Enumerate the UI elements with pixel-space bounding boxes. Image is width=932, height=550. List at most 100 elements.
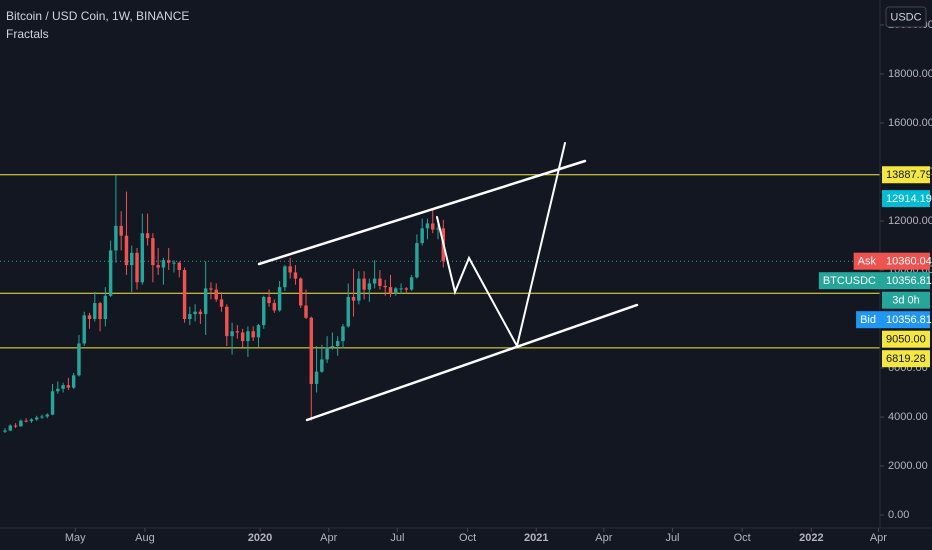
candle-body bbox=[219, 299, 224, 307]
candle-body bbox=[140, 233, 145, 283]
candle-body bbox=[288, 266, 292, 273]
candle-body bbox=[87, 315, 92, 320]
price-tag bbox=[882, 350, 930, 368]
candle-body bbox=[93, 303, 97, 320]
price-tags: 13887.79 12914.19 10360.04 Ask 10356.81 BTCUS… bbox=[818, 166, 932, 368]
currency-label: USDC bbox=[890, 11, 921, 23]
price-tag-label: 12914.19 bbox=[886, 193, 932, 205]
candle-body bbox=[24, 420, 28, 422]
candle-body bbox=[267, 296, 271, 304]
price-tag bbox=[882, 330, 930, 348]
plot-area bbox=[0, 174, 880, 433]
candle-body bbox=[225, 306, 229, 337]
price-tag-label: 10360.04 bbox=[886, 256, 932, 268]
x-tick-label: Apr bbox=[870, 532, 887, 544]
candle-body bbox=[3, 430, 7, 432]
x-tick-label: Oct bbox=[459, 532, 476, 544]
candle-body bbox=[283, 266, 287, 288]
x-tick-label: 2020 bbox=[248, 532, 272, 544]
candle-body bbox=[362, 278, 366, 290]
currency-badge[interactable] bbox=[885, 6, 927, 28]
y-tick-label: 4000.00 bbox=[888, 411, 928, 423]
candle-body bbox=[425, 223, 430, 229]
x-tick-label: Aug bbox=[135, 532, 155, 544]
candle-body bbox=[404, 288, 409, 290]
candle-body bbox=[320, 359, 324, 372]
candle-body bbox=[135, 252, 139, 283]
candle-body bbox=[130, 252, 134, 266]
candle-body bbox=[156, 265, 160, 268]
candle-body bbox=[409, 277, 414, 290]
candle-body bbox=[71, 375, 76, 388]
candle-body bbox=[383, 285, 387, 288]
candle-body bbox=[431, 223, 435, 230]
x-tick-label: Jul bbox=[390, 532, 404, 544]
candle-body bbox=[209, 288, 213, 290]
candle-body bbox=[50, 391, 55, 415]
candle-body bbox=[119, 225, 123, 236]
candle-body bbox=[124, 235, 129, 266]
candle-body bbox=[145, 233, 150, 239]
candle-body bbox=[436, 228, 440, 230]
candle-body bbox=[161, 260, 166, 268]
candle-body bbox=[330, 345, 335, 348]
candle-body bbox=[299, 278, 303, 306]
x-tick-label: May bbox=[65, 532, 86, 544]
candle-body bbox=[314, 371, 319, 384]
indicator-name: Fractals bbox=[6, 27, 49, 41]
candle-body bbox=[415, 243, 419, 278]
candle-body bbox=[34, 417, 39, 420]
candle-body bbox=[13, 425, 18, 427]
candle-body bbox=[198, 311, 203, 315]
x-tick-label: Apr bbox=[320, 532, 337, 544]
candle-body bbox=[309, 317, 314, 384]
price-tag-name: Ask bbox=[858, 256, 877, 268]
price-tag-name-bg bbox=[853, 252, 882, 270]
candle-body bbox=[108, 250, 113, 296]
candle-body bbox=[8, 425, 13, 431]
projection-path bbox=[436, 142, 566, 349]
candle-body bbox=[293, 272, 298, 279]
upper-trendline bbox=[257, 159, 587, 266]
candle-body bbox=[98, 303, 102, 320]
y-tick-label: 0.00 bbox=[888, 509, 909, 521]
candle-body bbox=[230, 331, 234, 337]
price-tag-name-bg bbox=[818, 272, 882, 290]
candle-body bbox=[103, 295, 108, 320]
candle-body bbox=[66, 385, 71, 388]
price-tag-label: 10356.81 bbox=[886, 314, 932, 326]
price-tag bbox=[882, 311, 930, 329]
candle-body bbox=[325, 347, 329, 360]
candle-body bbox=[166, 260, 171, 263]
countdown-label: 3d 0h bbox=[892, 295, 920, 307]
candle-body bbox=[346, 296, 350, 327]
candle-body bbox=[256, 325, 261, 338]
candle-body bbox=[188, 314, 192, 320]
candle-body bbox=[372, 278, 377, 284]
candle-body bbox=[172, 262, 176, 264]
price-tag-label: 6819.28 bbox=[886, 353, 926, 365]
candle-body bbox=[45, 414, 49, 417]
candle-body bbox=[114, 225, 118, 251]
candle-body bbox=[82, 315, 86, 344]
countdown-tag bbox=[882, 291, 930, 309]
candle-body bbox=[182, 270, 187, 320]
candle-body bbox=[246, 331, 250, 342]
price-tag-label: 9050.00 bbox=[886, 334, 926, 346]
price-tag-label: 13887.79 bbox=[886, 169, 932, 181]
candle-body bbox=[262, 296, 266, 326]
candle-body bbox=[235, 331, 240, 333]
candle-body bbox=[77, 343, 81, 376]
candle-body bbox=[29, 419, 34, 422]
candle-body bbox=[277, 287, 282, 311]
price-tag bbox=[882, 190, 930, 208]
candle-body bbox=[19, 420, 23, 427]
drawings bbox=[257, 142, 639, 422]
candle-body bbox=[357, 278, 361, 301]
candle-body bbox=[203, 288, 208, 315]
candle-body bbox=[378, 278, 382, 286]
candle-body bbox=[394, 288, 398, 294]
candle-body bbox=[61, 385, 65, 389]
